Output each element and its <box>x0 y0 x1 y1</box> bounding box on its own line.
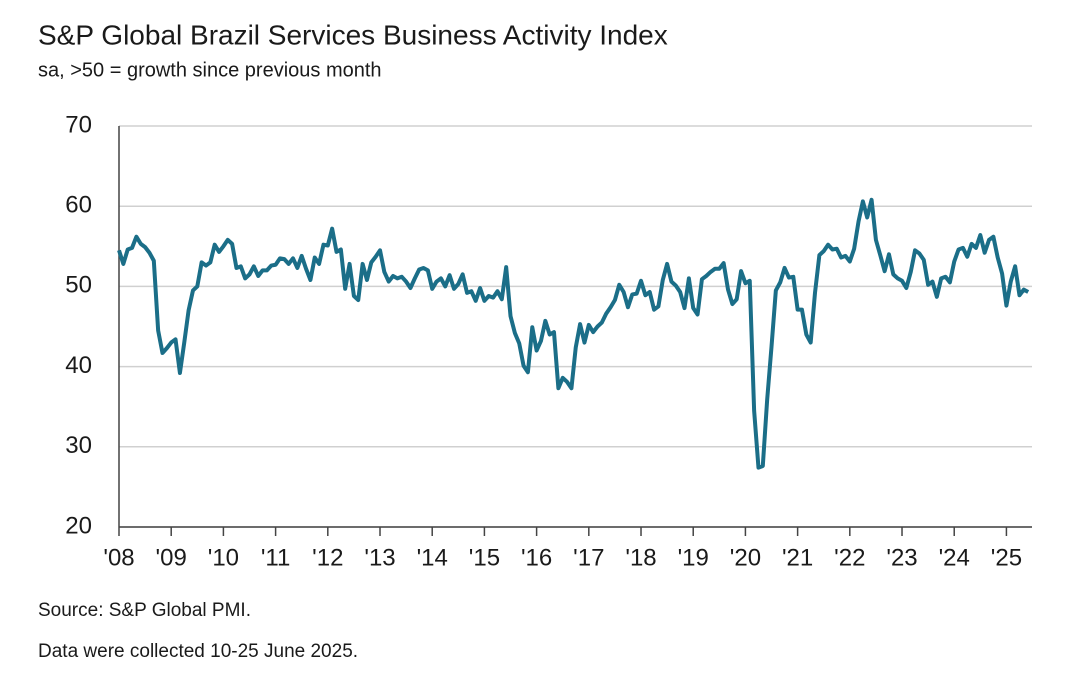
x-tick-label: '22 <box>834 544 865 571</box>
x-tick-label: '08 <box>103 544 134 571</box>
collection-note: Data were collected 10-25 June 2025. <box>38 641 358 662</box>
series-line <box>117 197 1030 470</box>
y-tick-label: 40 <box>65 352 92 379</box>
y-tick-label: 30 <box>65 432 92 459</box>
x-tick-label: '11 <box>261 544 291 571</box>
x-tick-label: '14 <box>417 544 448 571</box>
x-tick-label: '20 <box>730 544 761 571</box>
x-tick-label: '24 <box>939 544 970 571</box>
y-tick-label: 70 <box>65 111 92 138</box>
x-tick-label: '25 <box>991 544 1022 571</box>
y-tick-label: 60 <box>65 192 92 219</box>
y-tick-label: 20 <box>65 512 92 539</box>
x-tick-label: '17 <box>573 544 604 571</box>
y-tick-label: 50 <box>65 272 92 299</box>
x-tick-label: '16 <box>521 544 552 571</box>
chart-title: S&P Global Brazil Services Business Acti… <box>38 19 668 50</box>
x-tick-label: '21 <box>782 544 813 571</box>
chart-subtitle: sa, >50 = growth since previous month <box>38 59 382 81</box>
x-tick-label: '19 <box>678 544 709 571</box>
x-tick-label: '09 <box>156 544 187 571</box>
x-tick-label: '10 <box>208 544 239 571</box>
x-tick-label: '13 <box>364 544 395 571</box>
x-tick-label: '18 <box>625 544 656 571</box>
x-tick-label: '23 <box>886 544 917 571</box>
source-note: Source: S&P Global PMI. <box>38 600 251 621</box>
x-tick-label: '12 <box>312 544 343 571</box>
x-tick-label: '15 <box>469 544 500 571</box>
